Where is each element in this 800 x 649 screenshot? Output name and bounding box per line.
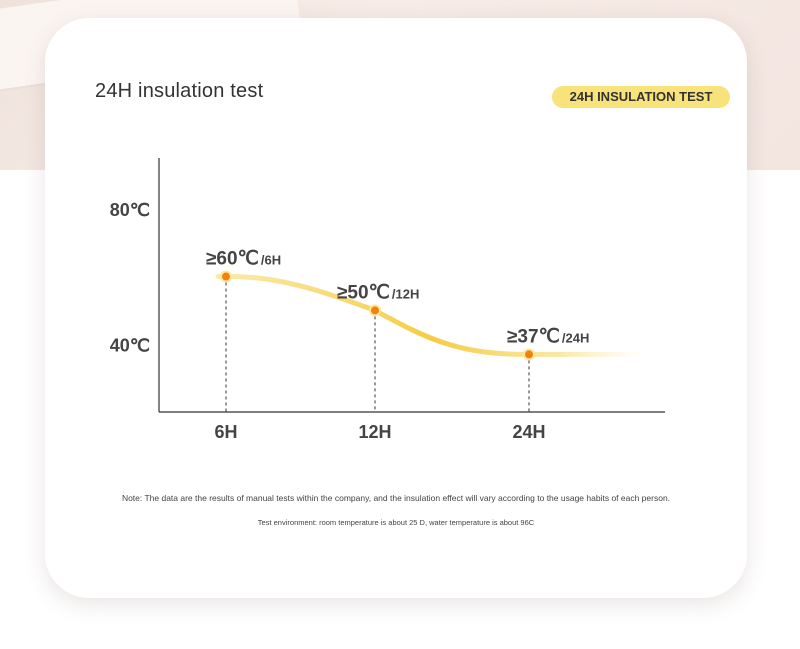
insulation-test-badge: 24H INSULATION TEST <box>552 86 730 108</box>
data-label: ≥50℃/12H <box>337 282 419 303</box>
data-label: ≥60℃/6H <box>206 249 281 270</box>
note-text: Note: The data are the results of manual… <box>121 493 671 503</box>
data-point <box>523 348 535 361</box>
y-tick-label: 40℃ <box>110 335 150 355</box>
x-tick-label: 12H <box>358 422 391 442</box>
data-point <box>369 304 381 317</box>
data-label: ≥37℃/24H <box>507 326 589 347</box>
data-point <box>220 270 232 283</box>
y-tick-label: 80℃ <box>110 200 150 220</box>
insulation-chart: 80℃ 40℃ 6H 12H 24H ≥60℃/6H ≥50℃/12H ≥37℃/24H <box>110 158 665 442</box>
insulation-card: 24H insulation test 24H INSULATION TEST … <box>45 18 747 598</box>
card-title: 24H insulation test <box>95 80 264 102</box>
x-tick-label: 6H <box>214 422 237 442</box>
x-tick-label: 24H <box>512 422 545 442</box>
test-environment-text: Test environment: room temperature is ab… <box>257 518 535 527</box>
